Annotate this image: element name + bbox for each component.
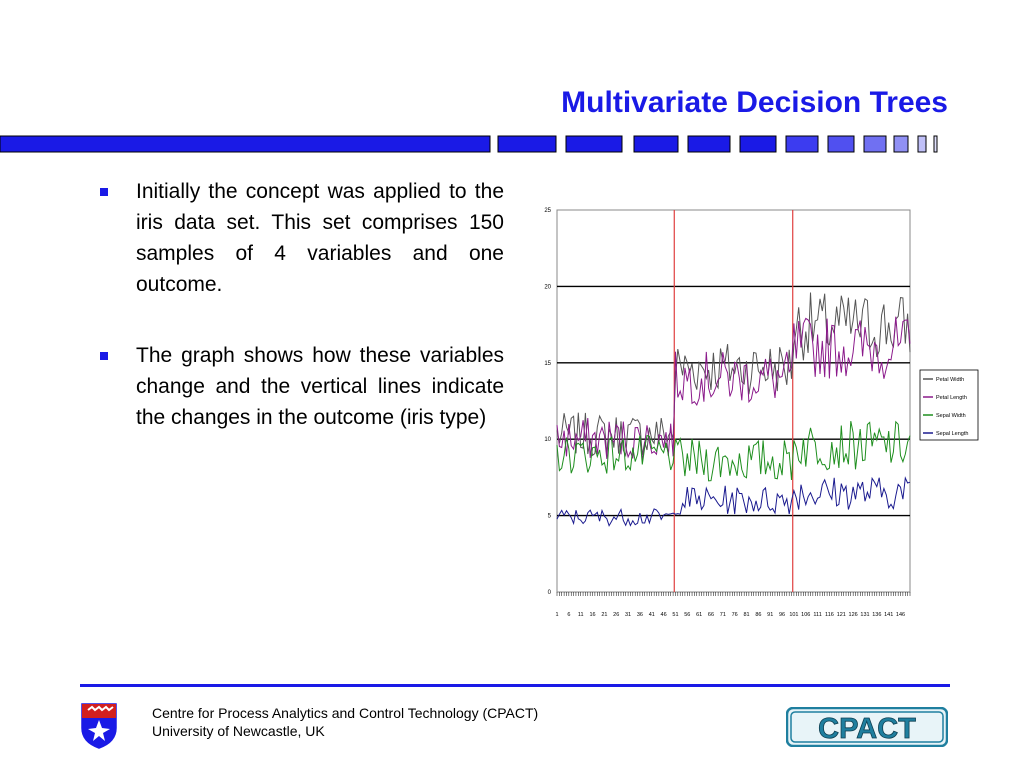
x-tick-label: 26 bbox=[613, 612, 619, 618]
x-tick-label: 96 bbox=[779, 612, 785, 618]
footer-divider bbox=[80, 684, 950, 687]
y-tick-label: 10 bbox=[544, 437, 551, 443]
x-tick-label: 146 bbox=[896, 612, 905, 618]
x-tick-label: 141 bbox=[884, 612, 893, 618]
y-tick-label: 15 bbox=[544, 361, 551, 367]
footer-line-1: Centre for Process Analytics and Control… bbox=[152, 705, 539, 721]
x-tick-label: 86 bbox=[755, 612, 761, 618]
bullet-text: Initially the concept was applied to the… bbox=[136, 180, 504, 296]
x-tick-label: 11 bbox=[578, 612, 584, 618]
series-line-sepal-width bbox=[556, 420, 911, 482]
x-tick-label: 71 bbox=[720, 612, 726, 618]
x-tick-label: 136 bbox=[872, 612, 881, 618]
x-tick-label: 121 bbox=[837, 612, 846, 618]
footer-text: Centre for Process Analytics and Control… bbox=[152, 704, 538, 740]
x-tick-label: 36 bbox=[637, 612, 643, 618]
x-tick-label: 116 bbox=[825, 612, 834, 618]
bullet-item: The graph shows how these variables chan… bbox=[96, 340, 504, 433]
plot-area bbox=[556, 209, 911, 593]
university-crest-icon bbox=[81, 703, 117, 749]
x-tick-label: 61 bbox=[696, 612, 702, 618]
x-tick-label: 111 bbox=[813, 612, 821, 618]
legend-entry: Sepal Width bbox=[936, 413, 966, 419]
legend-entry: Petal Length bbox=[936, 395, 967, 401]
iris-chart: 1 6 11 16 21 26 31 36 41 46 51 56 61 66 71 76 81 86 91 96 10… bbox=[528, 196, 988, 628]
x-tick-label: 101 bbox=[789, 612, 798, 618]
legend-entry: Petal Width bbox=[936, 377, 964, 383]
cpact-logo-text: CPACT bbox=[818, 713, 916, 745]
series-line-petal-length bbox=[556, 316, 911, 461]
y-tick-label: 0 bbox=[548, 590, 552, 596]
x-tick-label: 131 bbox=[860, 612, 869, 618]
bullet-item: Initially the concept was applied to the… bbox=[96, 176, 504, 300]
cpact-logo: CPACT bbox=[786, 707, 948, 747]
y-tick-label: 20 bbox=[544, 284, 551, 290]
x-tick-label: 76 bbox=[732, 612, 738, 618]
x-tick-label: 31 bbox=[625, 612, 631, 618]
x-tick-label: 6 bbox=[567, 612, 570, 618]
bullet-list: Initially the concept was applied to the… bbox=[96, 176, 504, 473]
x-tick-label: 46 bbox=[661, 612, 667, 618]
slide-title: Multivariate Decision Trees bbox=[561, 86, 948, 119]
x-tick-label: 56 bbox=[684, 612, 690, 618]
x-tick-label: 21 bbox=[601, 612, 607, 618]
bullet-marker-icon bbox=[100, 188, 108, 196]
x-tick-label: 41 bbox=[649, 612, 655, 618]
x-tick-label: 51 bbox=[672, 612, 678, 618]
legend-box bbox=[919, 369, 979, 441]
y-tick-label: 5 bbox=[548, 514, 552, 520]
x-tick-label: 106 bbox=[801, 612, 810, 618]
decorative-bar-strip bbox=[0, 135, 938, 153]
x-tick-label: 91 bbox=[767, 612, 773, 618]
x-tick-label: 126 bbox=[849, 612, 858, 618]
chart-svg: 1 6 11 16 21 26 31 36 41 46 51 56 61 66 71 76 81 86 91 96 10… bbox=[544, 208, 979, 618]
series-line-sepal-length bbox=[556, 476, 911, 527]
x-tick-label: 1 bbox=[555, 612, 558, 618]
footer-line-2: University of Newcastle, UK bbox=[152, 723, 325, 739]
x-tick-label: 16 bbox=[589, 612, 595, 618]
bullet-text: The graph shows how these variables chan… bbox=[136, 344, 504, 429]
y-tick-label: 25 bbox=[544, 208, 551, 214]
bullet-marker-icon bbox=[100, 352, 108, 360]
x-tick-label: 81 bbox=[743, 612, 749, 618]
legend-entry: Sepal Length bbox=[936, 431, 968, 437]
x-tick-label: 66 bbox=[708, 612, 714, 618]
